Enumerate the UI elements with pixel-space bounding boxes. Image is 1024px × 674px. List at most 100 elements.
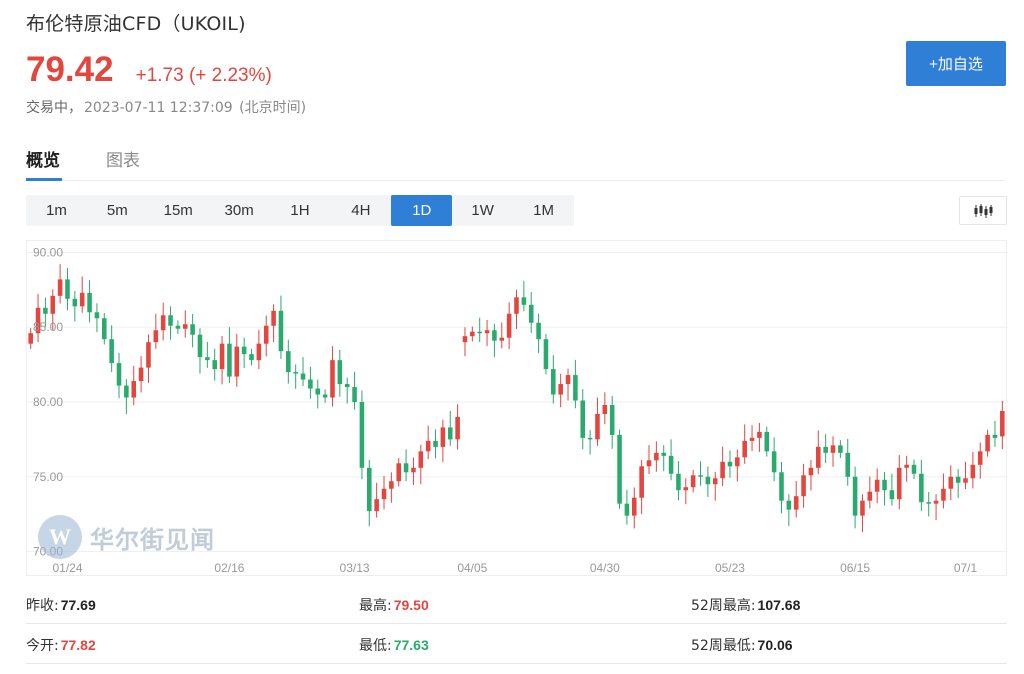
candle-body: [676, 473, 681, 491]
candle-body: [793, 496, 799, 510]
candle-body: [182, 324, 188, 329]
price-change: +1.73 (+ 2.23%): [135, 65, 272, 86]
candle-body: [205, 357, 210, 361]
chart-candles: [28, 264, 1005, 533]
candle-body: [528, 304, 534, 323]
candle-body: [543, 339, 549, 370]
candle-body: [823, 446, 828, 453]
candle-body: [720, 461, 725, 479]
candle-body: [219, 343, 225, 370]
candle-body: [367, 467, 372, 512]
candle-body: [705, 476, 711, 485]
stat-label: 今开:: [26, 638, 59, 654]
candle-body: [573, 375, 578, 401]
x-tick-label: 03/13: [340, 561, 370, 575]
last-price: 79.42: [26, 50, 114, 89]
candle-body: [72, 298, 78, 307]
stat-low: 最低: 77.63: [359, 635, 429, 655]
period-15m[interactable]: 15m: [163, 202, 193, 219]
candlestick-icon: [974, 203, 993, 218]
stat-label: 52周最高:: [691, 598, 756, 614]
stat-open: 今开: 77.82: [26, 635, 96, 655]
candle-body: [506, 313, 512, 338]
period-1d[interactable]: 1D: [391, 195, 453, 226]
y-tick-label: 80.00: [33, 395, 63, 409]
candle-body: [286, 351, 291, 373]
stat-value: 70.06: [757, 637, 793, 653]
candle-body: [138, 367, 144, 382]
x-tick-label: 05/23: [715, 561, 745, 575]
y-tick-label: 90.00: [33, 245, 63, 259]
candle-body: [587, 437, 593, 440]
candle-body: [241, 346, 247, 355]
x-tick-label: 01/24: [52, 561, 82, 575]
candle-body: [374, 499, 379, 512]
tab-chart[interactable]: 图表: [106, 151, 140, 171]
candle-body: [838, 445, 843, 453]
candle-body: [941, 488, 946, 501]
x-tick-label: 06/15: [840, 561, 870, 575]
candle-body: [411, 467, 416, 473]
candle-body: [124, 385, 129, 398]
stat-52w-high: 52周最高: 107.68: [691, 595, 800, 615]
candle-body: [212, 360, 217, 370]
candle-body: [79, 292, 85, 307]
candle-body: [477, 331, 482, 334]
candle-body: [639, 466, 644, 498]
price-row: 79.42 +1.73 (+ 2.23%): [26, 50, 272, 90]
candle-body: [860, 500, 865, 516]
candle-body: [712, 478, 718, 485]
candle-body: [197, 334, 203, 358]
chart-type-button[interactable]: [959, 196, 1007, 225]
period-1mo[interactable]: 1M: [533, 202, 554, 219]
stat-value: 77.82: [60, 637, 96, 653]
candle-body: [293, 372, 298, 374]
watermark-logo: W: [38, 515, 82, 559]
candle-body: [396, 463, 402, 482]
candle-body: [344, 384, 350, 388]
candle-body: [911, 464, 917, 474]
candle-body: [484, 330, 490, 334]
candle-body: [786, 500, 792, 510]
candle-body: [168, 315, 173, 326]
candle-body: [35, 307, 41, 334]
candle-body: [955, 476, 961, 483]
candle-body: [565, 375, 571, 385]
candle-body: [322, 394, 328, 398]
candle-body: [764, 431, 770, 452]
period-5m[interactable]: 5m: [106, 202, 128, 219]
candle-body: [771, 451, 777, 473]
watermark: W 华尔街见闻: [38, 515, 215, 559]
candle-body: [551, 369, 556, 395]
candle-body: [470, 331, 475, 337]
tab-overview[interactable]: 概览: [26, 151, 60, 171]
candle-body: [749, 437, 755, 441]
stat-value: 77.69: [60, 597, 96, 613]
candle-body: [970, 464, 976, 479]
period-1w[interactable]: 1W: [471, 202, 494, 219]
candle-body: [190, 324, 195, 335]
candle-body: [492, 330, 497, 341]
candle-body: [109, 339, 114, 364]
candle-body: [160, 315, 166, 331]
candle-body: [131, 381, 137, 398]
add-watchlist-button[interactable]: +加自选: [906, 41, 1006, 86]
candle-body: [263, 325, 269, 344]
period-1h[interactable]: 1H: [290, 202, 310, 219]
candle-body: [558, 384, 563, 395]
candle-body: [153, 330, 159, 343]
period-4h[interactable]: 4H: [351, 202, 371, 219]
candle-body: [698, 475, 703, 477]
candle-body: [963, 478, 968, 483]
candle-body: [330, 360, 335, 398]
candle-body: [852, 476, 858, 516]
period-30m[interactable]: 30m: [224, 202, 254, 219]
candle-body: [462, 336, 468, 343]
candle-body: [440, 427, 446, 447]
candle-body: [381, 488, 387, 500]
tab-bar: 概览 图表: [26, 142, 1006, 181]
period-1m[interactable]: 1m: [46, 202, 67, 219]
candle-body: [536, 322, 541, 340]
candle-body: [602, 404, 608, 414]
